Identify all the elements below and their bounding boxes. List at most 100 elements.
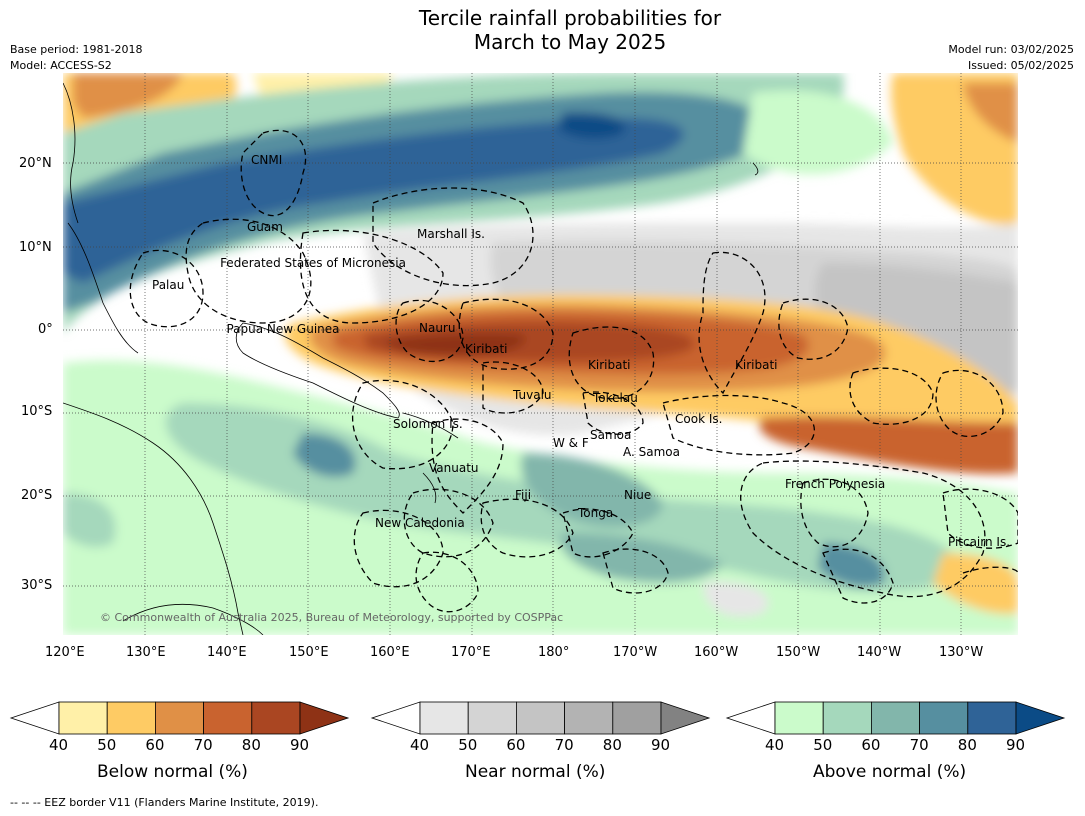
colorbar-0-tick-2: 60 xyxy=(145,736,165,754)
colorbar-0-tick-1: 50 xyxy=(97,736,117,754)
region-label-kiribati-east: Kiribati xyxy=(735,358,777,372)
colorbar-1-swatch-1 xyxy=(467,701,517,735)
lat-label-30s: 30°S xyxy=(21,578,53,593)
lon-label-120e: 120°E xyxy=(45,645,85,660)
colorbar-1-swatch-4 xyxy=(612,701,662,735)
region-label-vanuatu: Vanuatu xyxy=(429,461,479,475)
colorbar-2-swatch-0 xyxy=(774,701,824,735)
lon-label-130e: 130°E xyxy=(126,645,166,660)
region-label-kiribati-central: Kiribati xyxy=(588,358,630,372)
region-label-american-samoa: A. Samoa xyxy=(623,445,680,459)
lon-label-140w: 140°W xyxy=(857,645,902,660)
region-label-french-polynesia: French Polynesia xyxy=(785,477,885,491)
model-name: Model: ACCESS-S2 xyxy=(10,59,112,72)
colorbar-1-tick-1: 50 xyxy=(458,736,478,754)
colorbar-2-tick-3: 70 xyxy=(909,736,929,754)
colorbar-0-swatch-4 xyxy=(251,701,301,735)
lon-label-180: 180° xyxy=(538,645,570,660)
colorbar-legend xyxy=(9,701,1066,735)
region-label-solomon: Solomon Is. xyxy=(393,417,463,431)
colorbar-0-low-arrow xyxy=(9,701,60,735)
colorbar-0-tick-5: 90 xyxy=(290,736,310,754)
region-label-nauru: Nauru xyxy=(419,321,455,335)
copyright-text: © Commonwealth of Australia 2025, Bureau… xyxy=(100,611,563,624)
colorbar-1-swatch-3 xyxy=(564,701,614,735)
colorbar-1-tick-5: 90 xyxy=(651,736,671,754)
lon-label-150w: 150°W xyxy=(776,645,821,660)
colorbar-1-tick-4: 80 xyxy=(602,736,622,754)
region-label-wallis-futuna: W & F xyxy=(553,436,589,450)
colorbar-2-high-arrow xyxy=(1015,701,1066,735)
colorbar-2-tick-5: 90 xyxy=(1006,736,1026,754)
region-label-samoa: Samoa xyxy=(590,428,631,442)
colorbar-2-tick-0: 40 xyxy=(765,736,785,754)
region-label-cnmi: CNMI xyxy=(251,153,282,167)
colorbar-0-swatch-3 xyxy=(203,701,253,735)
map-canvas: © Commonwealth of Australia 2025, Bureau… xyxy=(63,73,1018,635)
colorbar-title-above: Above normal (%) xyxy=(813,762,967,782)
region-label-new-caledonia: New Caledonia xyxy=(375,516,465,530)
lon-label-150e: 150°E xyxy=(289,645,329,660)
map-title: Tercile rainfall probabilities for March… xyxy=(418,6,722,54)
colorbar-0-swatch-2 xyxy=(154,701,204,735)
colorbar-0-swatch-1 xyxy=(106,701,156,735)
colorbar-2-tick-2: 60 xyxy=(861,736,881,754)
colorbar-2-swatch-2 xyxy=(871,701,921,735)
lat-label-0: 0° xyxy=(38,322,53,337)
lon-label-170w: 170°W xyxy=(613,645,658,660)
graticule xyxy=(63,73,1018,635)
colorbar-0-tick-3: 70 xyxy=(193,736,213,754)
forecast-map: © Commonwealth of Australia 2025, Bureau… xyxy=(63,73,1018,635)
region-label-tokelau: Tokelau xyxy=(592,391,638,405)
issued-date: Issued: 05/02/2025 xyxy=(967,59,1074,72)
region-label-marshall: Marshall Is. xyxy=(417,227,485,241)
colorbar-1-swatch-2 xyxy=(516,701,566,735)
colorbar-2-swatch-3 xyxy=(919,701,969,735)
region-label-fiji: Fiji xyxy=(515,488,531,502)
coastlines xyxy=(63,82,759,635)
colorbar-1-low-arrow xyxy=(370,701,421,735)
colorbar-2-tick-1: 50 xyxy=(813,736,833,754)
lon-label-160w: 160°W xyxy=(694,645,739,660)
region-label-palau: Palau xyxy=(152,278,184,292)
region-label-cook: Cook Is. xyxy=(675,412,722,426)
colorbar-2-low-arrow xyxy=(725,701,776,735)
colorbar-1-tick-2: 60 xyxy=(506,736,526,754)
colorbar-title-near: Near normal (%) xyxy=(465,762,606,782)
eez-borders xyxy=(129,129,1018,613)
region-label-kiribati-west: Kiribati xyxy=(465,342,507,356)
colorbar-1-tick-3: 70 xyxy=(554,736,574,754)
colorbar-1-swatch-0 xyxy=(419,701,469,735)
meta-left: Base period: 1981-2018 Model: ACCESS-S2 xyxy=(10,42,142,74)
lat-label-10s: 10°S xyxy=(21,404,53,419)
eez-footnote: -- -- -- EEZ border V11 (Flanders Marine… xyxy=(10,796,319,809)
colorbar-0-tick-0: 40 xyxy=(49,736,69,754)
region-label-pitcairn: Pitcairn Is. xyxy=(948,535,1010,549)
colorbar-title-below: Below normal (%) xyxy=(97,762,248,782)
colorbar-0-high-arrow xyxy=(299,701,350,735)
colorbar-2-tick-4: 80 xyxy=(957,736,977,754)
lon-label-130w: 130°W xyxy=(939,645,984,660)
lon-label-140e: 140°E xyxy=(207,645,247,660)
region-label-niue: Niue xyxy=(624,488,651,502)
colorbar-2-swatch-1 xyxy=(822,701,872,735)
colorbar-2-swatch-4 xyxy=(967,701,1017,735)
lon-label-160e: 160°E xyxy=(370,645,410,660)
base-period: Base period: 1981-2018 xyxy=(10,43,143,56)
region-label-tuvalu: Tuvalu xyxy=(512,388,552,402)
colorbar-1-high-arrow xyxy=(660,701,711,735)
colorbar-0-tick-4: 80 xyxy=(241,736,261,754)
region-label-guam: Guam xyxy=(247,220,283,234)
model-run: Model run: 03/02/2025 xyxy=(948,43,1074,56)
meta-right: Model run: 03/02/2025 Issued: 05/02/2025 xyxy=(948,42,1074,74)
region-label-fsm: Federated States of Micronesia xyxy=(220,256,406,270)
region-label-png: Papua New Guinea xyxy=(226,322,339,336)
colorbar-1-tick-0: 40 xyxy=(410,736,430,754)
lat-label-20n: 20°N xyxy=(19,156,52,171)
probability-field xyxy=(63,73,1018,635)
lat-label-20s: 20°S xyxy=(21,488,53,503)
colorbar-0-swatch-0 xyxy=(58,701,108,735)
lat-label-10n: 10°N xyxy=(19,240,52,255)
region-label-tonga: Tonga xyxy=(577,506,613,520)
lon-label-170e: 170°E xyxy=(451,645,491,660)
